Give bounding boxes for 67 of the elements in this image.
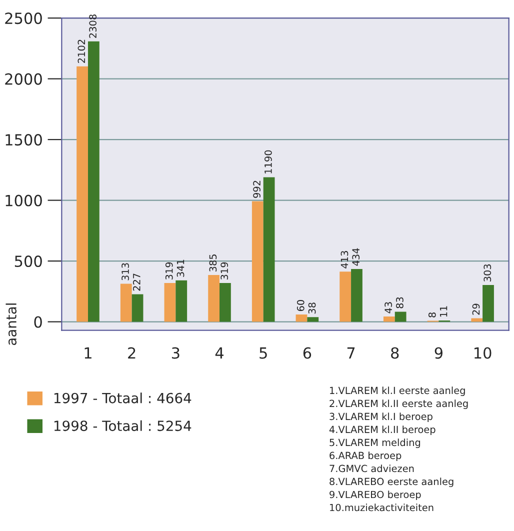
text: 4.VLAREM kl.II beroep [329, 426, 436, 436]
data-label: 8 [428, 312, 436, 318]
data-label: 434 [352, 248, 360, 266]
data-label: 385 [209, 254, 217, 272]
y-axis-title: aantal [6, 304, 17, 346]
data-label: 2308 [89, 14, 97, 38]
data-label: 1190 [264, 150, 272, 174]
x-tick-label: 5 [260, 347, 267, 359]
y-tick-label: 1500 [6, 134, 42, 146]
data-label: 38 [308, 302, 316, 314]
text: 6.ARAB beroep [330, 452, 402, 462]
data-label: 413 [340, 251, 348, 268]
text: 9.VLAREBO beroep [330, 490, 421, 500]
bar [482, 284, 494, 322]
legend-label: 1997 - Totaal : 4664 [54, 392, 192, 404]
data-label: 303 [484, 264, 492, 282]
bar [394, 312, 406, 322]
data-label: 60 [296, 300, 304, 312]
bar [340, 272, 352, 322]
text: 2.VLAREM kl.II eerste aanleg [330, 400, 468, 409]
data-label: 319 [220, 262, 228, 280]
data-label: 29 [472, 304, 480, 315]
bar [383, 316, 395, 322]
x-tick-label: 9 [434, 347, 442, 359]
x-tick-label: 4 [215, 347, 224, 359]
data-label: 313 [122, 263, 129, 280]
text: 8.VLAREBO eerste aanleg [330, 478, 454, 488]
data-label: 43 [384, 302, 392, 314]
data-label: 992 [253, 180, 260, 198]
text: 1.VLAREM kl.I eerste aanleg [330, 386, 465, 396]
y-tick-label: 500 [14, 256, 42, 268]
data-label: 2102 [78, 40, 86, 63]
text: 5.VLAREM melding [330, 438, 420, 448]
legend-label: 1998 - Totaal : 5254 [54, 420, 192, 432]
bar [307, 317, 319, 322]
bar [263, 177, 275, 322]
bar [252, 201, 264, 322]
y-tick-label: 1000 [6, 194, 42, 206]
y-tick-label: 0 [34, 316, 42, 328]
y-tick-label: 2500 [5, 12, 42, 24]
bar [220, 283, 231, 322]
y-tick-label: 2000 [5, 73, 42, 85]
bar [76, 66, 88, 322]
bar [351, 269, 362, 322]
bar [296, 314, 308, 322]
x-tick-label: 7 [347, 347, 355, 359]
data-label: 341 [176, 260, 184, 277]
text: 10.muziekactiviteiten [330, 504, 434, 512]
bar [120, 284, 132, 322]
data-label: 11 [440, 306, 448, 317]
text: 3.VLAREM kl.I beroep [330, 412, 432, 422]
x-tick-label: 1 [84, 347, 92, 359]
data-label: 227 [132, 274, 140, 291]
text: 7.GMVC adviezen [330, 464, 414, 472]
x-tick-label: 6 [303, 347, 312, 359]
x-tick-label: 8 [391, 347, 399, 359]
bar [176, 280, 188, 322]
bar [208, 275, 220, 322]
data-label: 319 [165, 262, 173, 280]
bar [132, 294, 144, 322]
data-label: 83 [396, 297, 404, 308]
bar [88, 41, 100, 322]
x-tick-label: 3 [172, 347, 180, 359]
bar [471, 318, 483, 322]
bar [164, 283, 176, 322]
x-tick-label: 2 [128, 347, 136, 359]
x-tick-label: 10 [474, 347, 492, 359]
